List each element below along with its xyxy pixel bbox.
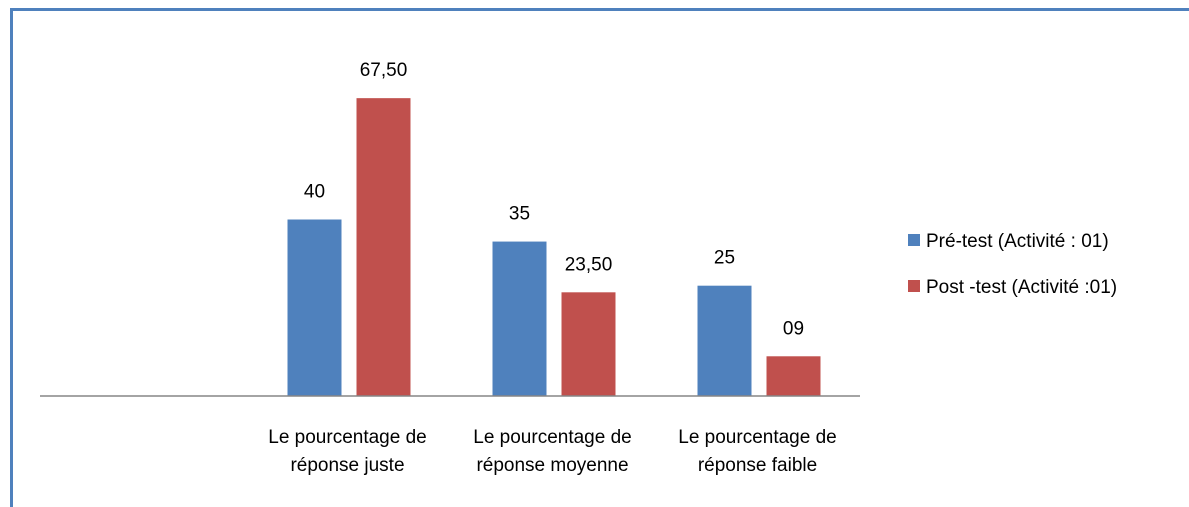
x-tick-label: Le pourcentage de réponse faible bbox=[678, 427, 837, 476]
bar bbox=[766, 356, 821, 396]
data-label: 09 bbox=[783, 318, 804, 339]
bar bbox=[561, 292, 616, 396]
bar bbox=[697, 285, 752, 396]
x-tick-label: Le pourcentage de réponse juste bbox=[268, 427, 427, 476]
legend-swatch bbox=[908, 280, 920, 292]
data-label: 67,50 bbox=[360, 60, 408, 81]
x-tick-label: Le pourcentage de réponse moyenne bbox=[473, 427, 632, 476]
data-label: 23,50 bbox=[565, 254, 613, 275]
bar bbox=[287, 219, 342, 396]
data-label: 25 bbox=[714, 248, 735, 269]
legend-label: Post -test (Activité :01) bbox=[926, 277, 1117, 298]
frame bbox=[10, 8, 1189, 507]
legend-swatch bbox=[908, 234, 920, 246]
data-label: 40 bbox=[304, 182, 325, 203]
bar bbox=[492, 241, 547, 396]
data-label: 35 bbox=[509, 204, 530, 225]
legend-label: Pré-test (Activité : 01) bbox=[926, 231, 1109, 252]
bar bbox=[356, 98, 411, 396]
